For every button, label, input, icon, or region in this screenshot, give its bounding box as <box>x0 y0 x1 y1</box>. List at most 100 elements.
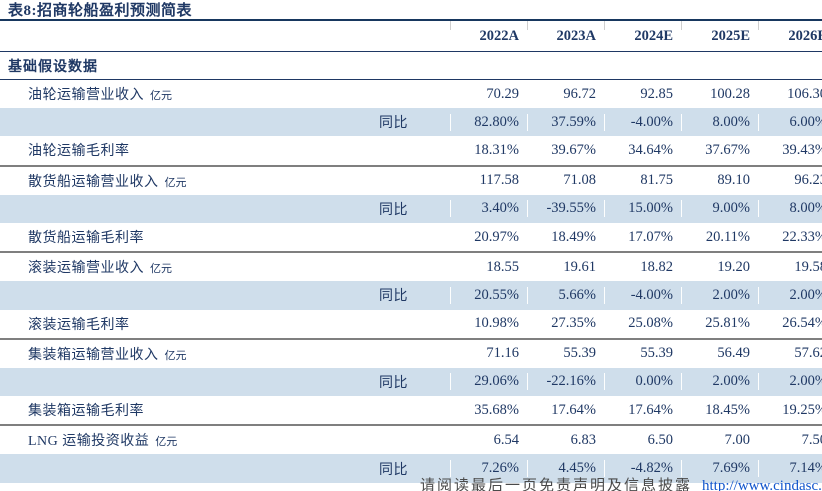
value-cell: 15.00% <box>604 200 681 218</box>
value-cell: 92.85 <box>604 85 681 103</box>
value-cell: 2.00% <box>758 286 822 304</box>
value-cell: 19.25% <box>758 401 822 419</box>
value-cell: 26.54% <box>758 315 822 333</box>
value-cell: 18.49% <box>527 228 604 246</box>
section-header-label: 基础假设数据 <box>8 59 98 75</box>
column-tick <box>681 21 682 30</box>
value-cell: 70.29 <box>450 85 527 103</box>
value-cell: 37.59% <box>527 113 604 131</box>
value-cell: 100.28 <box>681 85 758 103</box>
value-cell: 55.39 <box>527 345 604 363</box>
value-cell: 19.61 <box>527 258 604 276</box>
column-tick <box>450 21 451 30</box>
value-cell: 7.00 <box>681 431 758 449</box>
table-row: 散货船运输毛利率 20.97%18.49%17.07%20.11%22.33% <box>0 223 822 254</box>
value-cell: 81.75 <box>604 172 681 190</box>
section-header-row: 基础假设数据 <box>0 52 822 80</box>
row-label: 滚装运输营业收入 亿元 <box>28 261 172 277</box>
value-cell: 8.00% <box>758 200 822 218</box>
column-header-2023a: 2023A <box>527 27 604 45</box>
value-cell: 25.81% <box>681 315 758 333</box>
value-cell: 18.45% <box>681 401 758 419</box>
value-cell: 17.64% <box>527 401 604 419</box>
value-cell: 29.06% <box>450 373 527 391</box>
column-header-2025e: 2025E <box>681 27 758 45</box>
value-cell: 89.10 <box>681 172 758 190</box>
value-cell: 39.43% <box>758 141 822 159</box>
value-cell: 39.67% <box>527 141 604 159</box>
value-cell: 20.11% <box>681 228 758 246</box>
value-cell: 7.14% <box>758 460 822 478</box>
row-unit: 亿元 <box>164 349 187 362</box>
table-row: 滚装运输毛利率 10.98%27.35%25.08%25.81%26.54% <box>0 310 822 340</box>
value-cell: 82.80% <box>450 113 527 131</box>
value-cell: 2.00% <box>681 286 758 304</box>
value-cell: 106.30 <box>758 85 822 103</box>
value-cell: 27.35% <box>527 315 604 333</box>
value-cell: 18.55 <box>450 258 527 276</box>
value-cell: 18.82 <box>604 258 681 276</box>
row-label: 集装箱运输营业收入 亿元 <box>28 347 187 363</box>
footer-disclaimer: 请阅读最后一页免责声明及信息披露 <box>420 478 693 491</box>
value-cell: 17.07% <box>604 228 681 246</box>
row-label: 集装箱运输毛利率 <box>28 404 144 420</box>
row-unit: 亿元 <box>164 176 187 189</box>
value-cell: 9.00% <box>681 200 758 218</box>
column-tick <box>527 21 528 30</box>
value-cell: 35.68% <box>450 401 527 419</box>
value-cell: 71.08 <box>527 172 604 190</box>
value-cell: 4.45% <box>527 460 604 478</box>
column-header-2024e: 2024E <box>604 27 681 45</box>
row-label: 滚装运输毛利率 <box>28 317 130 333</box>
value-cell: 2.00% <box>758 373 822 391</box>
value-cell: 17.64% <box>604 401 681 419</box>
value-cell: 57.62 <box>758 345 822 363</box>
value-cell: -39.55% <box>527 200 604 218</box>
row-unit: 亿元 <box>155 436 178 449</box>
value-cell: 6.83 <box>527 431 604 449</box>
table-header-row: 2022A 2023A 2024E 2025E 2026E <box>0 21 822 52</box>
row-unit: 亿元 <box>150 90 172 103</box>
value-cell: -4.00% <box>604 286 681 304</box>
value-cell: 18.31% <box>450 141 527 159</box>
value-cell: 37.67% <box>681 141 758 159</box>
value-cell: 7.69% <box>681 460 758 478</box>
value-cell: 20.55% <box>450 286 527 304</box>
row-label: 散货船运输营业收入 亿元 <box>28 174 187 190</box>
table-title: 表8:招商轮船盈利预测简表 <box>0 0 822 21</box>
value-cell: 7.26% <box>450 460 527 478</box>
table-row-yoy: 同比 3.40%-39.55%15.00%9.00%8.00% <box>0 194 822 223</box>
value-cell: 71.16 <box>450 345 527 363</box>
value-cell: 96.72 <box>527 85 604 103</box>
row-label: 同比 <box>379 202 408 218</box>
value-cell: 117.58 <box>450 172 527 190</box>
row-label: 油轮运输毛利率 <box>28 144 130 160</box>
column-header-2022a: 2022A <box>450 27 527 45</box>
value-cell: 5.66% <box>527 286 604 304</box>
value-cell: 6.54 <box>450 431 527 449</box>
value-cell: -4.00% <box>604 113 681 131</box>
value-cell: 25.08% <box>604 315 681 333</box>
value-cell: -4.82% <box>604 460 681 478</box>
column-header-2026e: 2026E <box>758 27 822 45</box>
value-cell: 7.50 <box>758 431 822 449</box>
row-label: LNG 运输投资收益 亿元 <box>28 434 178 450</box>
value-cell: 96.23 <box>758 172 822 190</box>
value-cell: 20.97% <box>450 228 527 246</box>
value-cell: 19.58 <box>758 258 822 276</box>
value-cell: 3.40% <box>450 200 527 218</box>
footer-link[interactable]: http://www.cindasc.com <box>702 478 822 491</box>
value-cell: 6.00% <box>758 113 822 131</box>
row-label: 同比 <box>379 116 408 132</box>
value-cell: 10.98% <box>450 315 527 333</box>
value-cell: 8.00% <box>681 113 758 131</box>
value-cell: -22.16% <box>527 373 604 391</box>
value-cell: 0.00% <box>604 373 681 391</box>
